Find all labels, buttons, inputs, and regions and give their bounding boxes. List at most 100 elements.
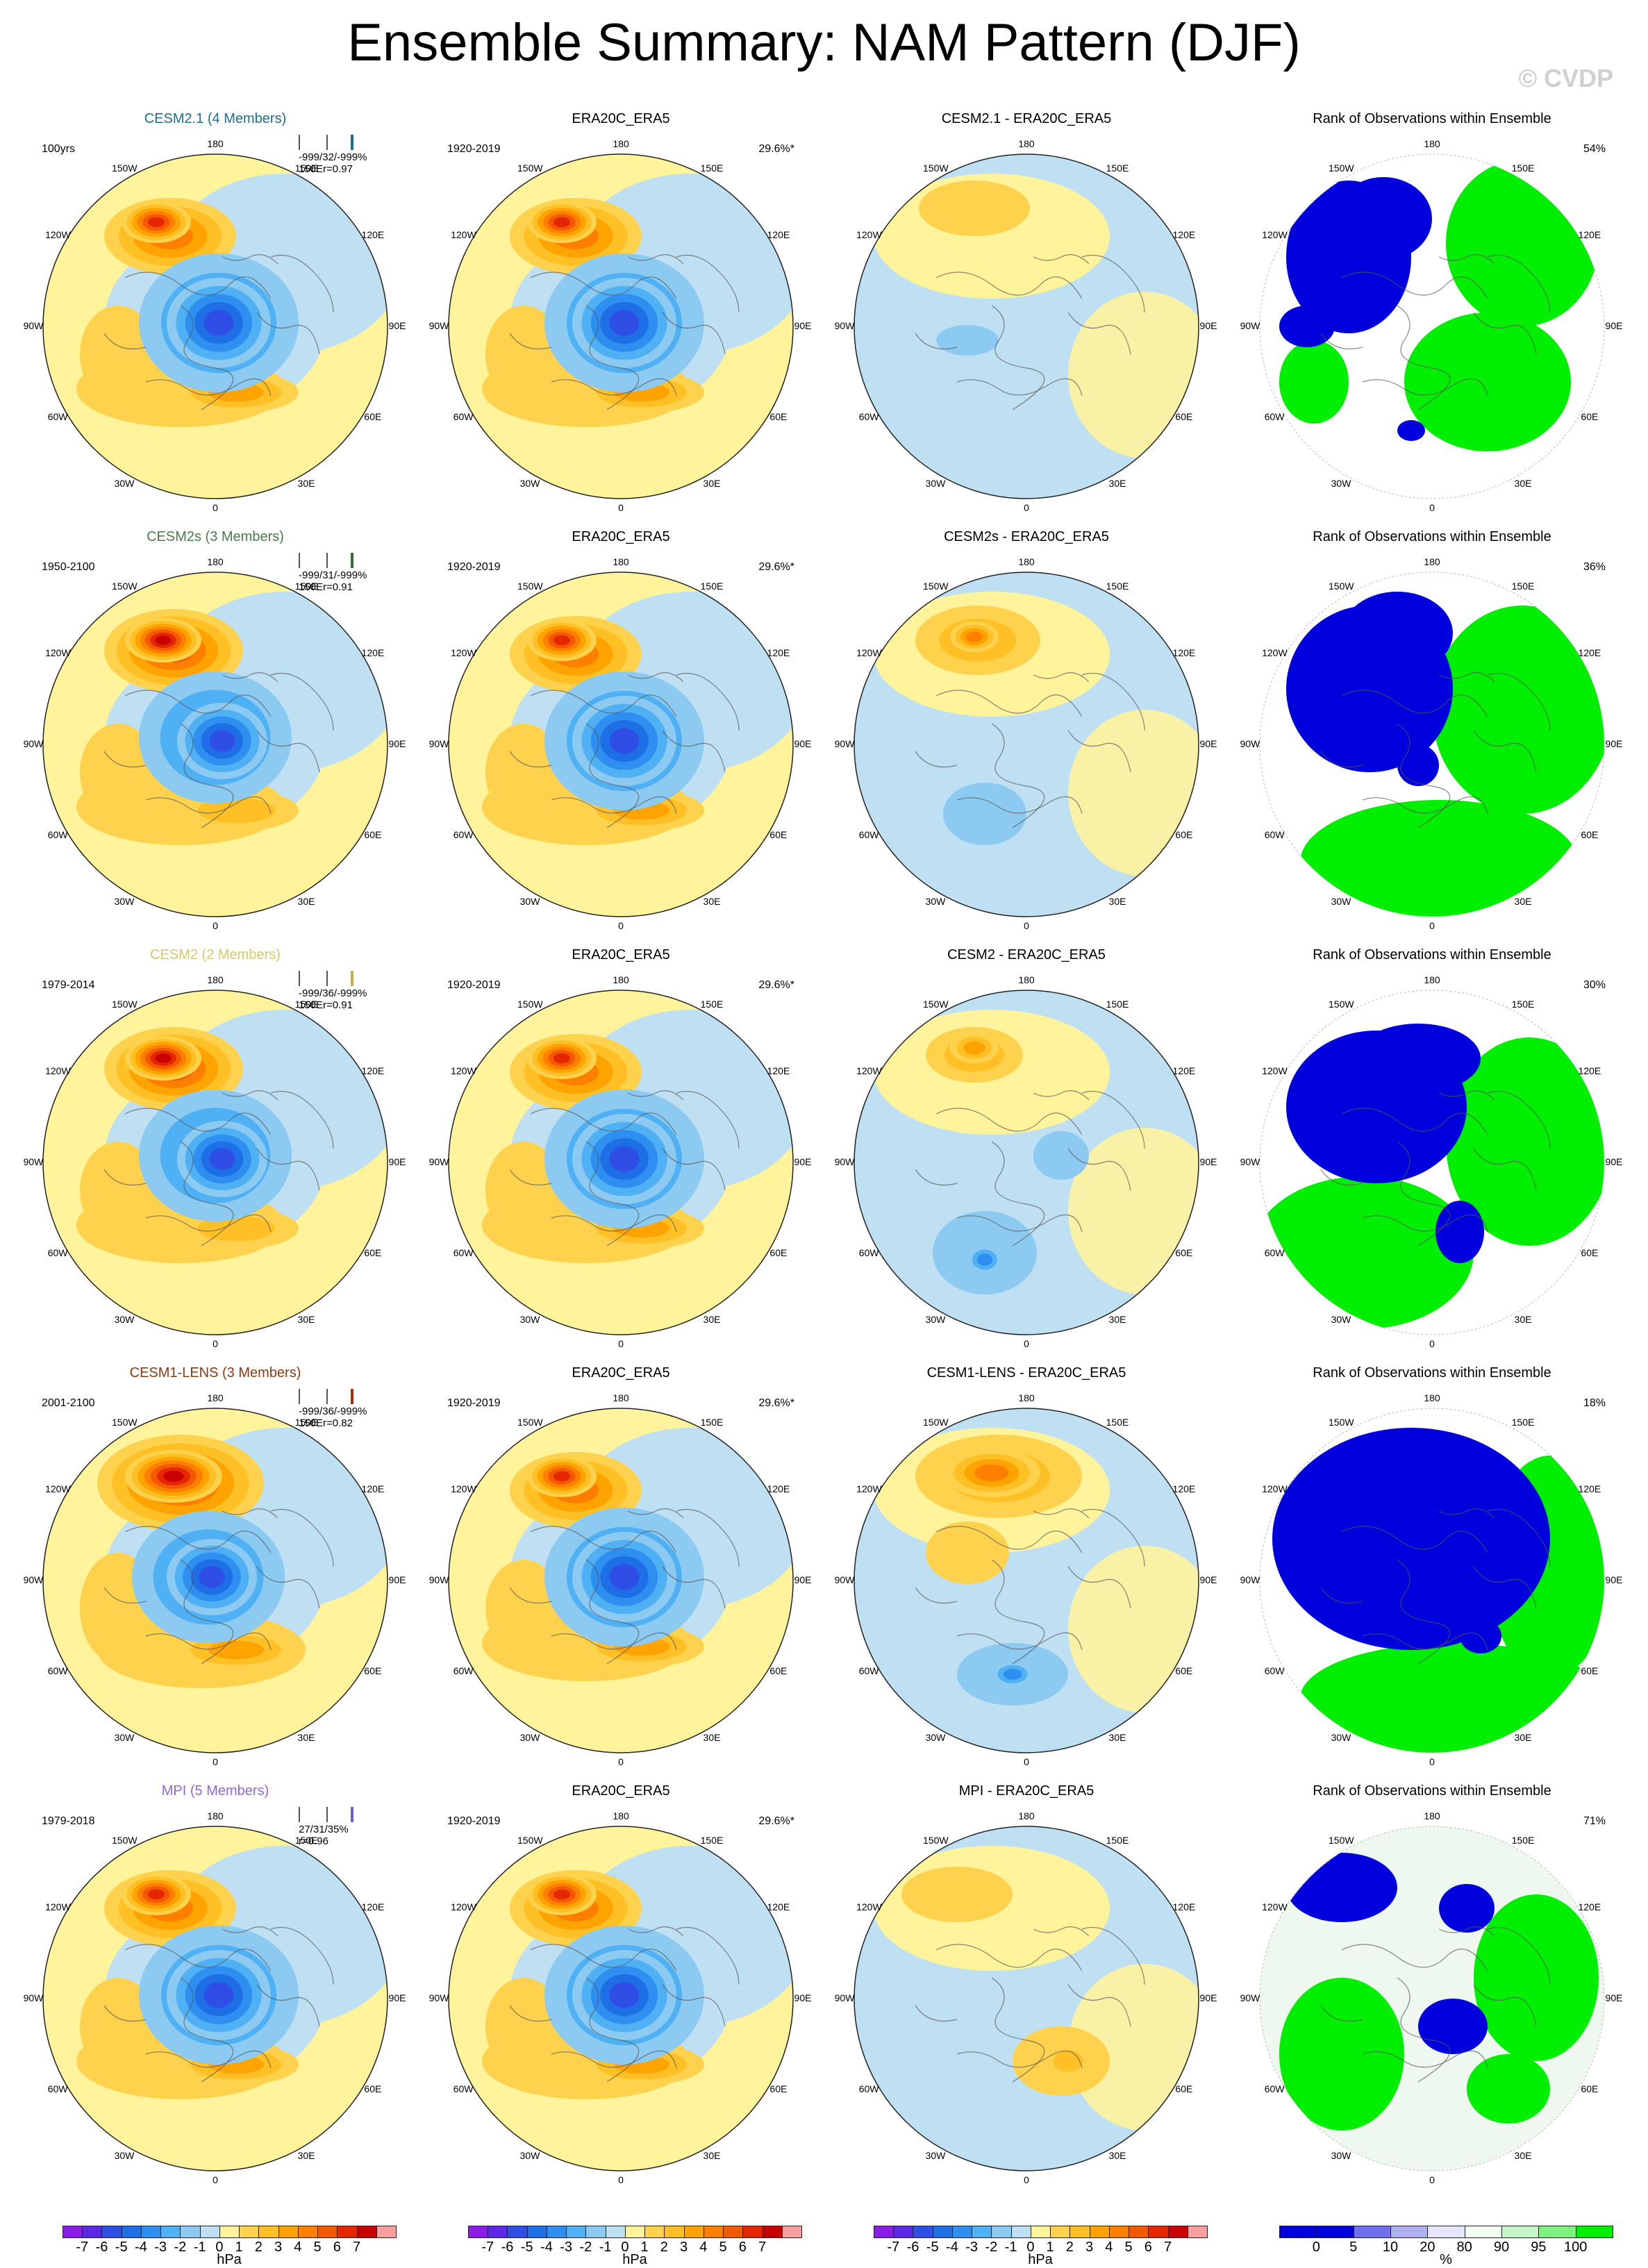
rank-region-low <box>1279 306 1335 347</box>
panel-title: Rank of Observations within Ensemble <box>1313 1365 1551 1381</box>
rank-map <box>1259 1408 1605 1753</box>
polar-map <box>42 990 388 1335</box>
colorbar-boxes <box>63 2226 397 2238</box>
contour-level <box>965 631 983 642</box>
contour-level <box>485 724 562 821</box>
longitude-label: 120E <box>361 229 385 240</box>
contour-level <box>485 1560 562 1657</box>
panel-title: CESM2.1 - ERA20C_ERA5 <box>941 111 1112 126</box>
longitude-label: 120W <box>1262 229 1288 240</box>
contour-level <box>485 1142 562 1239</box>
panel-title: MPI (5 Members) <box>161 1783 269 1799</box>
colorbar-tick: 4 <box>699 2240 708 2255</box>
longitude-label: 30E <box>1514 2149 1532 2161</box>
longitude-label: 120W <box>451 229 476 240</box>
longitude-label: 120E <box>361 1065 385 1076</box>
contour-level <box>209 1148 235 1170</box>
colorbar-tick: 0 <box>215 2240 224 2255</box>
colorbar-swatch <box>258 2226 279 2238</box>
polar-map <box>448 1408 794 1753</box>
colorbar-swatch <box>121 2226 142 2238</box>
panel-title: CESM2 (2 Members) <box>150 947 281 962</box>
ensemble-spread-bars <box>299 971 367 987</box>
page-title: Ensemble Summary: NAM Pattern (DJF) <box>347 13 1301 72</box>
longitude-label: 60E <box>769 411 788 422</box>
longitude-label: 120W <box>856 1483 882 1494</box>
longitude-label: 0 <box>213 2174 218 2185</box>
colorbar-tick: -5 <box>926 2240 939 2255</box>
longitude-label: 60E <box>1581 1247 1599 1258</box>
stats-line-1: -999/36/-999% <box>299 1406 367 1417</box>
period-label: 1920-2019 <box>447 561 501 573</box>
colorbar-hpa-2: -7 -6 -5 -4 -3 -2 -1 0 1 2 3 4 5 6 7 hPa <box>468 2226 802 2267</box>
longitude-label: 90W <box>1240 738 1260 749</box>
panel-title: Rank of Observations within Ensemble <box>1313 1783 1551 1799</box>
longitude-label: 30E <box>297 895 315 907</box>
longitude-label: 90W <box>23 1992 44 2003</box>
percent-variance-label: 36% <box>1583 561 1606 573</box>
longitude-label: 90W <box>23 1574 44 1585</box>
panel-title: CESM1-LENS (3 Members) <box>129 1365 301 1381</box>
colorbar-tick: 1 <box>235 2240 243 2255</box>
longitude-label: 30E <box>1108 1731 1126 1743</box>
contour-level <box>609 1146 640 1172</box>
colorbar-swatch <box>140 2226 162 2238</box>
polar-map <box>42 1826 388 2171</box>
contour-level <box>936 325 999 356</box>
panel-title: Rank of Observations within Ensemble <box>1313 947 1551 962</box>
contour-level <box>1033 1131 1089 1180</box>
longitude-label: 150E <box>1106 1835 1129 1846</box>
longitude-label: 150W <box>1329 162 1354 174</box>
panel-obs: ERA20C_ERA5 1920-2019 29.6%* 180 150E 120E 90E… <box>426 1365 815 1782</box>
longitude-label: 90E <box>388 1992 406 2003</box>
longitude-label: 180 <box>1018 556 1035 567</box>
longitude-label: 30W <box>1331 477 1351 489</box>
colorbar-swatch <box>468 2226 489 2238</box>
longitude-label: 30E <box>1108 1313 1126 1325</box>
ensemble-spread-bars <box>299 1807 353 1824</box>
colorbar-swatch <box>376 2226 397 2238</box>
longitude-label: 120E <box>767 1483 790 1494</box>
panel-title: CESM1-LENS - ERA20C_ERA5 <box>926 1365 1126 1381</box>
colorbar-tick: 0 <box>1312 2240 1320 2255</box>
polar-map <box>42 1408 388 1753</box>
rank-map <box>1259 572 1605 917</box>
colorbar-tick: 1 <box>640 2240 649 2255</box>
panel-diff: CESM2s - ERA20C_ERA5 180 150E 120E 90E 60E 30E… <box>832 529 1221 946</box>
longitude-label: 30W <box>114 1731 135 1743</box>
longitude-label: 30E <box>1514 477 1532 489</box>
longitude-label: 150E <box>294 1835 318 1846</box>
contour-level <box>199 1566 225 1588</box>
longitude-label: 90E <box>1199 1574 1217 1585</box>
longitude-label: 60W <box>858 1247 879 1258</box>
contour-level <box>901 1867 1013 1922</box>
colorbar-swatch <box>526 2226 547 2238</box>
longitude-label: 180 <box>207 1810 224 1821</box>
contour-level <box>80 1142 156 1239</box>
longitude-label: 90W <box>428 738 449 749</box>
longitude-label: 120W <box>451 1483 476 1494</box>
colorbar-tick: -6 <box>906 2240 919 2255</box>
longitude-label: 60W <box>1264 2083 1285 2094</box>
colorbar-boxes <box>1279 2226 1613 2238</box>
colorbar-swatch <box>893 2226 914 2238</box>
colorbar-tick: -5 <box>520 2240 533 2255</box>
longitude-label: 60W <box>453 2083 474 2094</box>
contour-level <box>147 1889 165 1900</box>
longitude-label: 120E <box>767 1065 790 1076</box>
longitude-label: 120E <box>767 229 790 240</box>
longitude-label: 150W <box>1329 1835 1354 1846</box>
polar-map <box>448 1826 794 2171</box>
colorbar-tick: -1 <box>599 2240 612 2255</box>
colorbar-tick: 5 <box>1349 2240 1358 2255</box>
panel-diff: CESM2.1 - ERA20C_ERA5 180 150E 120E 90E 60E 30… <box>832 111 1221 528</box>
panel-title: ERA20C_ERA5 <box>572 1783 670 1799</box>
longitude-label: 60W <box>453 829 474 840</box>
colorbar-swatch <box>1316 2226 1354 2238</box>
longitude-label: 30E <box>1514 1731 1532 1743</box>
longitude-label: 60W <box>1264 1247 1285 1258</box>
colorbar-tick: -1 <box>1004 2240 1017 2255</box>
longitude-label: 90E <box>1605 320 1623 331</box>
contour-level <box>974 1464 1009 1482</box>
longitude-label: 120W <box>856 1901 882 1912</box>
